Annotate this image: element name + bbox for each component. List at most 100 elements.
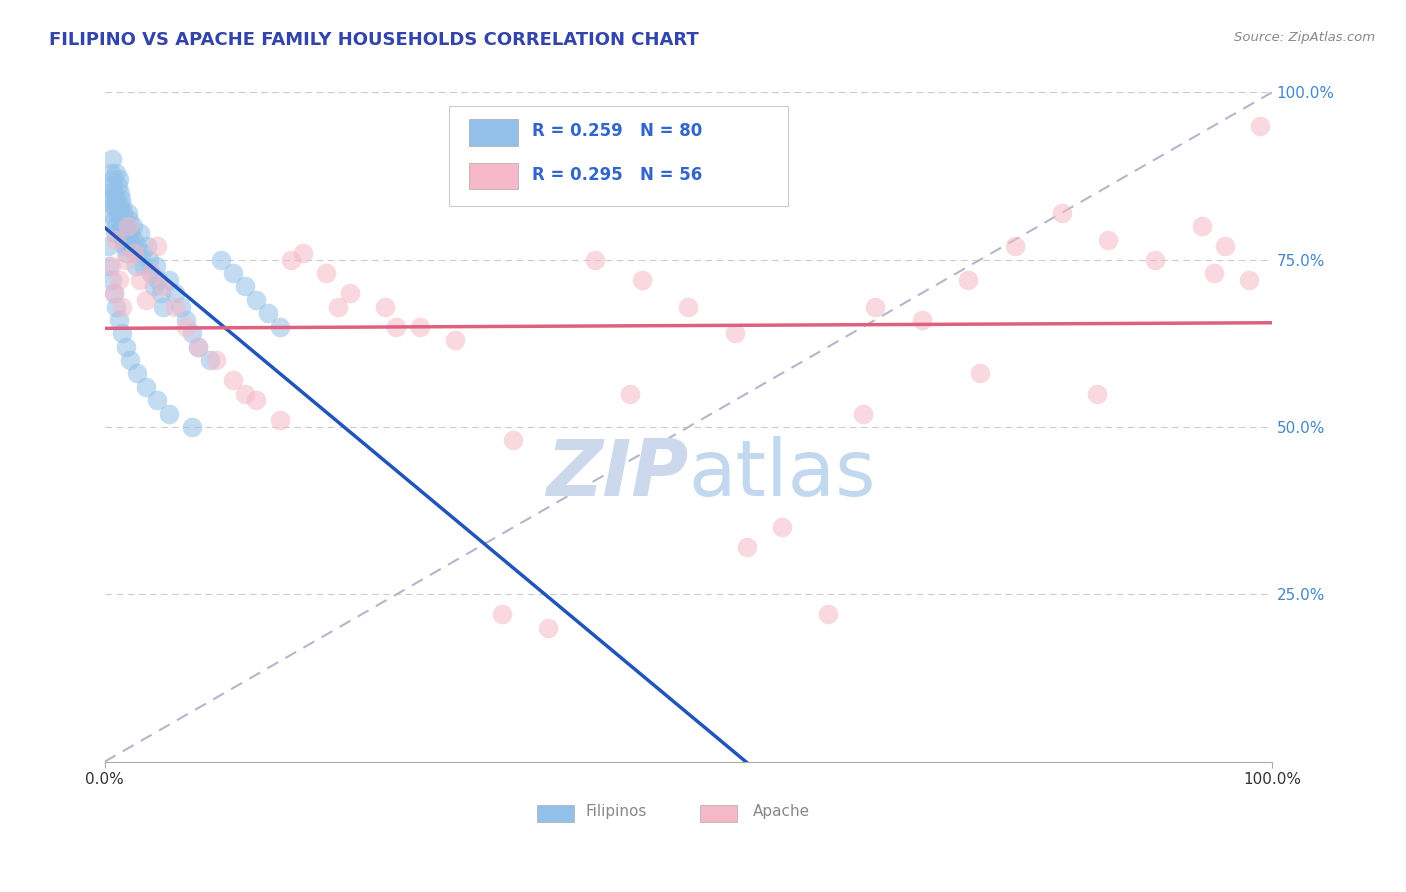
Point [134,260,156,274]
FancyBboxPatch shape [537,805,574,822]
Text: atlas: atlas [689,436,876,512]
Point [187,340,209,354]
Point [127,367,149,381]
Point [105,166,128,180]
Point [770,520,793,534]
Point [1097,233,1119,247]
Point [1004,239,1026,253]
Point [111,226,134,240]
Point [444,333,467,347]
Point [257,306,280,320]
Point [233,386,256,401]
Point [107,313,129,327]
Point [117,219,139,234]
Point [169,300,191,314]
Point [863,300,886,314]
Point [135,293,157,307]
Point [157,407,180,421]
Point [222,373,245,387]
Point [385,319,408,334]
Point [149,286,172,301]
Point [100,193,122,207]
Point [103,212,125,227]
Point [583,252,606,267]
Point [120,353,142,368]
Point [100,273,122,287]
Point [678,300,700,314]
Point [1050,206,1073,220]
Point [100,153,122,167]
Point [269,413,291,427]
Point [114,252,136,267]
Point [817,607,839,622]
Point [233,279,256,293]
Point [107,179,129,194]
Point [724,326,747,341]
Point [152,279,174,293]
Point [98,186,121,200]
Point [103,286,125,301]
Text: R = 0.295   N = 56: R = 0.295 N = 56 [531,166,702,184]
Point [163,286,186,301]
Point [502,434,524,448]
Point [630,273,652,287]
Point [141,266,163,280]
Point [97,239,120,253]
Point [181,326,204,341]
Point [114,246,136,260]
Point [292,246,315,260]
Point [131,246,153,260]
Point [222,266,245,280]
Point [108,186,131,200]
Point [114,219,136,234]
Point [122,246,145,260]
Point [176,319,198,334]
Point [111,326,134,341]
Point [107,172,129,186]
Point [1249,119,1271,133]
FancyBboxPatch shape [700,805,737,822]
Point [491,607,513,622]
Point [128,226,150,240]
Point [537,621,560,635]
Text: Source: ZipAtlas.com: Source: ZipAtlas.com [1234,31,1375,45]
Point [107,199,129,213]
Point [101,172,124,186]
Point [148,273,170,287]
Point [114,239,136,253]
Point [1144,252,1167,267]
Point [112,206,135,220]
Point [735,541,758,555]
Point [103,186,125,200]
Point [122,233,145,247]
Point [135,380,157,394]
Point [135,239,157,253]
Point [245,393,267,408]
Point [111,199,134,213]
Point [111,300,134,314]
Point [409,319,432,334]
Point [245,293,267,307]
Point [120,226,142,240]
Point [121,239,143,253]
Point [198,353,221,368]
Point [269,319,291,334]
Point [105,233,128,247]
Point [104,199,127,213]
Point [1085,386,1108,401]
Point [107,273,129,287]
Point [145,260,167,274]
Point [181,420,204,434]
Point [138,252,160,267]
Point [146,393,169,408]
Point [852,407,875,421]
FancyBboxPatch shape [468,120,517,146]
Point [100,179,122,194]
Point [100,260,122,274]
Point [104,226,127,240]
Point [146,239,169,253]
Point [911,313,934,327]
Point [957,273,980,287]
Point [100,166,122,180]
Point [619,386,641,401]
